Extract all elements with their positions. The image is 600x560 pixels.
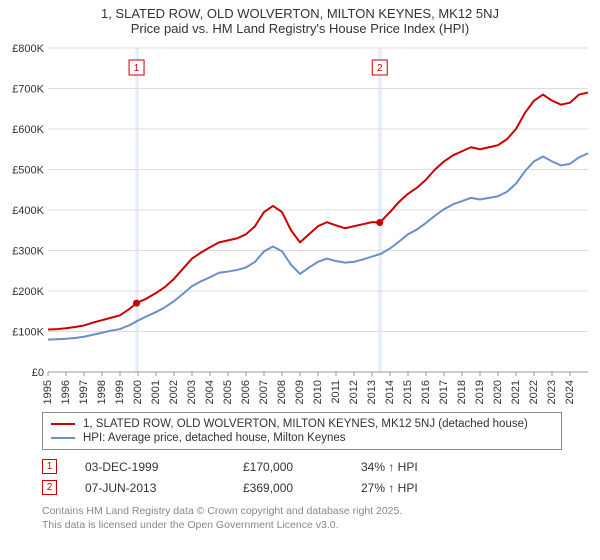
- svg-text:2022: 2022: [528, 380, 540, 404]
- title-sub: Price paid vs. HM Land Registry's House …: [6, 21, 594, 36]
- svg-text:£100K: £100K: [12, 327, 44, 339]
- svg-text:2020: 2020: [492, 380, 504, 404]
- svg-text:2023: 2023: [546, 380, 558, 404]
- title-main: 1, SLATED ROW, OLD WOLVERTON, MILTON KEY…: [6, 6, 594, 21]
- svg-text:2006: 2006: [240, 380, 252, 404]
- svg-text:2016: 2016: [420, 380, 432, 404]
- svg-text:2002: 2002: [168, 380, 180, 404]
- svg-text:£400K: £400K: [12, 205, 44, 217]
- legend-swatch: [51, 423, 75, 425]
- svg-text:£800K: £800K: [12, 44, 44, 55]
- sales-row: 1 03-DEC-1999 £170,000 34% ↑ HPI: [42, 456, 594, 477]
- sale-marker-box: 1: [42, 459, 57, 474]
- legend-label: HPI: Average price, detached house, Milt…: [83, 432, 346, 444]
- svg-text:2008: 2008: [276, 380, 288, 404]
- legend: 1, SLATED ROW, OLD WOLVERTON, MILTON KEY…: [42, 412, 562, 450]
- svg-text:2011: 2011: [330, 380, 342, 404]
- svg-text:2: 2: [377, 63, 383, 74]
- svg-text:2000: 2000: [132, 380, 144, 404]
- sale-date: 03-DEC-1999: [85, 460, 215, 474]
- sale-price: £369,000: [243, 481, 333, 495]
- svg-text:£0: £0: [32, 367, 44, 379]
- sale-diff: 27% ↑ HPI: [361, 481, 471, 495]
- svg-text:£500K: £500K: [12, 165, 44, 177]
- svg-text:1998: 1998: [96, 380, 108, 404]
- sale-diff: 34% ↑ HPI: [361, 460, 471, 474]
- chart-svg: £0 £100K £200K £300K £400K £500K £600K £700K £80…: [6, 44, 594, 404]
- svg-text:2010: 2010: [312, 380, 324, 404]
- sale-price: £170,000: [243, 460, 333, 474]
- svg-text:1: 1: [134, 63, 140, 74]
- legend-swatch: [51, 437, 75, 439]
- svg-text:£300K: £300K: [12, 246, 44, 258]
- chart-titles: 1, SLATED ROW, OLD WOLVERTON, MILTON KEY…: [6, 6, 594, 36]
- attribution-line-1: Contains HM Land Registry data © Crown c…: [42, 504, 594, 518]
- sale-date: 07-JUN-2013: [85, 481, 215, 495]
- chart-area: £0 £100K £200K £300K £400K £500K £600K £700K £80…: [6, 44, 594, 404]
- svg-text:2018: 2018: [456, 380, 468, 404]
- svg-text:2017: 2017: [438, 380, 450, 404]
- legend-label: 1, SLATED ROW, OLD WOLVERTON, MILTON KEY…: [83, 418, 528, 430]
- svg-text:£700K: £700K: [12, 84, 44, 96]
- svg-text:2007: 2007: [258, 380, 270, 404]
- svg-text:2003: 2003: [186, 380, 198, 404]
- svg-text:£200K: £200K: [12, 286, 44, 298]
- svg-text:2001: 2001: [150, 380, 162, 404]
- svg-text:2013: 2013: [366, 380, 378, 404]
- legend-row: HPI: Average price, detached house, Milt…: [51, 431, 553, 445]
- svg-text:1999: 1999: [114, 380, 126, 404]
- svg-text:1995: 1995: [42, 380, 54, 404]
- attribution: Contains HM Land Registry data © Crown c…: [42, 504, 594, 532]
- svg-text:£600K: £600K: [12, 124, 44, 136]
- svg-text:2014: 2014: [384, 380, 396, 404]
- svg-text:2021: 2021: [510, 380, 522, 404]
- svg-text:2019: 2019: [474, 380, 486, 404]
- sales-row: 2 07-JUN-2013 £369,000 27% ↑ HPI: [42, 477, 594, 498]
- svg-text:2024: 2024: [564, 380, 576, 404]
- svg-text:2004: 2004: [204, 380, 216, 404]
- chart-container: { "title_main": "1, SLATED ROW, OLD WOLV…: [0, 0, 600, 540]
- svg-text:1996: 1996: [60, 380, 72, 404]
- sale-marker-box: 2: [42, 480, 57, 495]
- svg-text:2009: 2009: [294, 380, 306, 404]
- svg-text:2015: 2015: [402, 380, 414, 404]
- attribution-line-2: This data is licensed under the Open Gov…: [42, 518, 594, 532]
- svg-text:2005: 2005: [222, 380, 234, 404]
- legend-row: 1, SLATED ROW, OLD WOLVERTON, MILTON KEY…: [51, 417, 553, 431]
- svg-text:2012: 2012: [348, 380, 360, 404]
- svg-text:1997: 1997: [78, 380, 90, 404]
- sales-table: 1 03-DEC-1999 £170,000 34% ↑ HPI 2 07-JUN-201…: [42, 456, 594, 498]
